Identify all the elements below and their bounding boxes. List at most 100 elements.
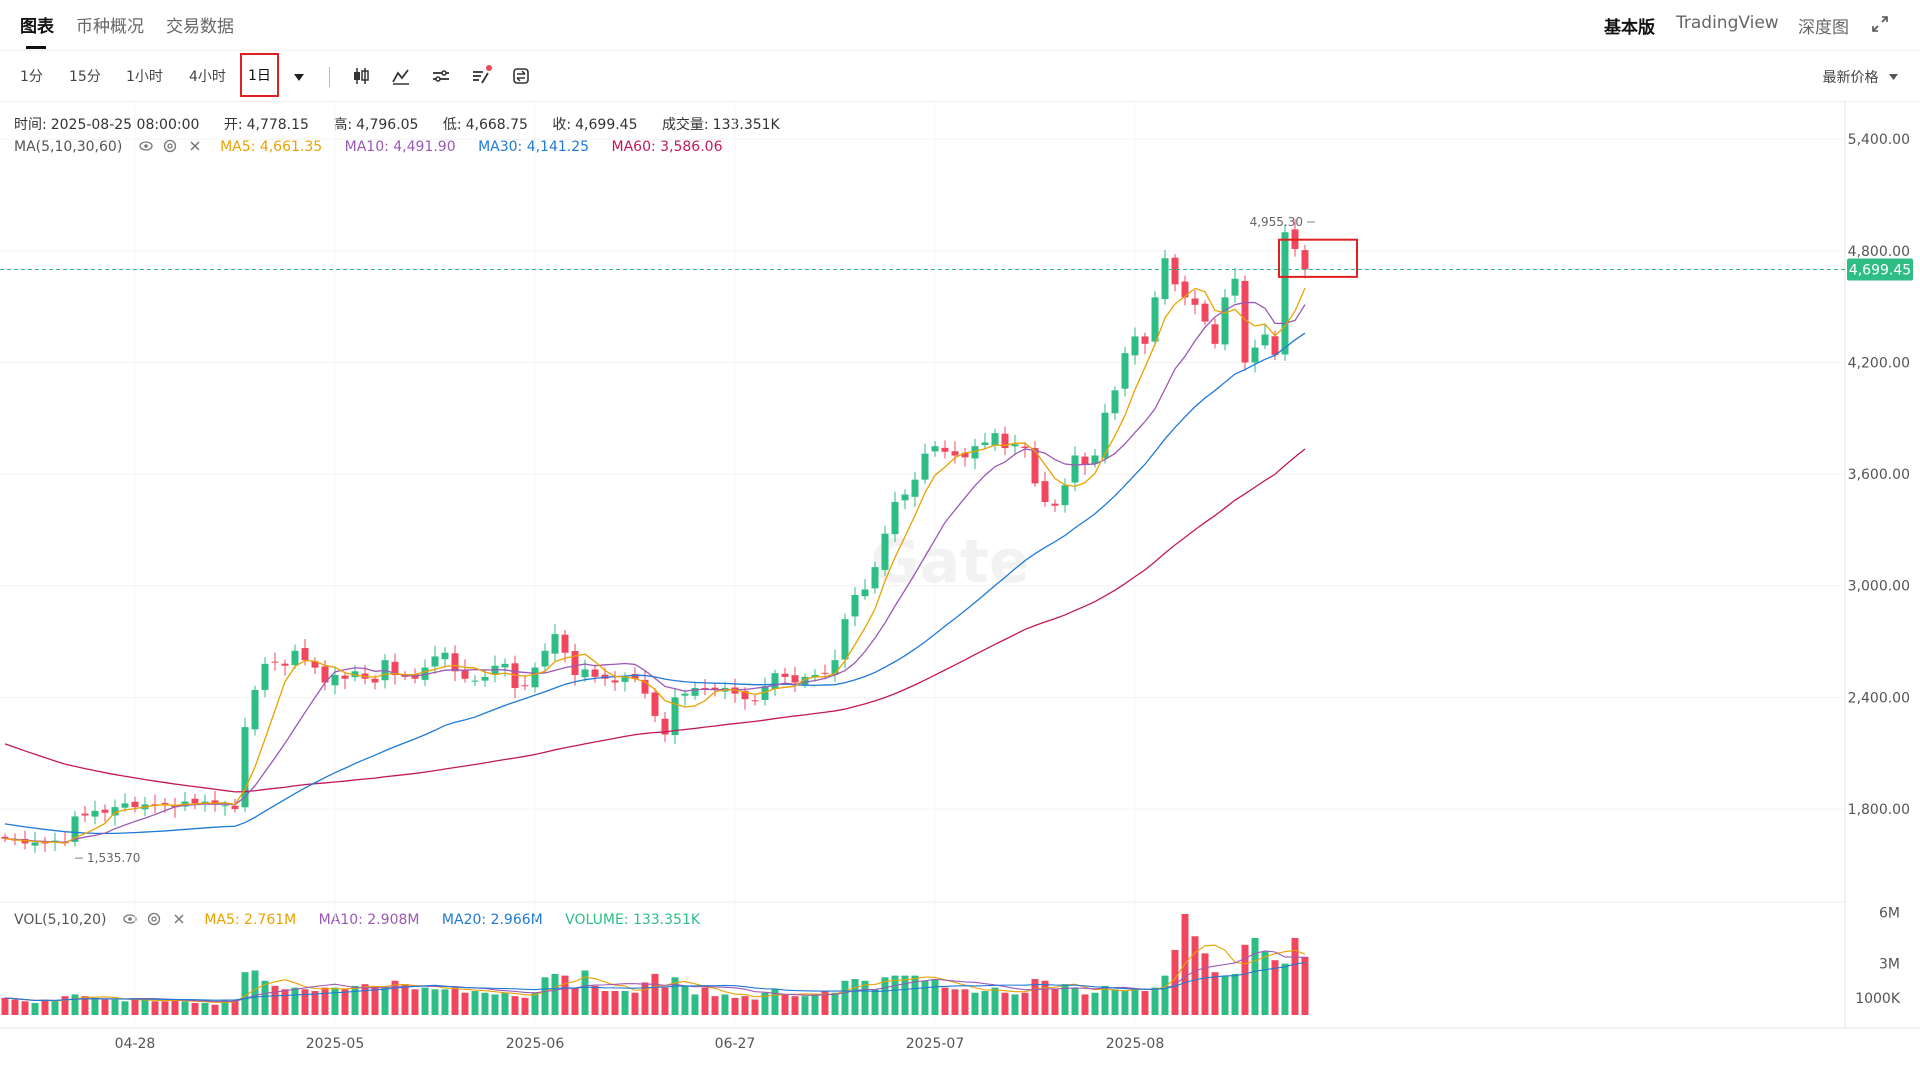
volume-bar <box>851 979 859 1015</box>
volume-value: 133.351K <box>712 117 780 133</box>
candle-body <box>51 840 59 842</box>
candle-body <box>961 452 969 458</box>
volume-ma10-line <box>4 950 1306 1003</box>
volume-bar <box>691 994 699 1015</box>
ma10-value: MA10: 4,491.90 <box>344 139 456 155</box>
candle-body <box>1051 503 1059 506</box>
close-icon[interactable] <box>172 912 186 926</box>
settings-icon[interactable] <box>430 65 452 87</box>
price-tick-label: 1,800.00 <box>1848 802 1910 818</box>
time-value: 2025-08-25 08:00:00 <box>50 117 200 133</box>
volume-bar <box>1301 956 1309 1015</box>
volume-bar <box>651 973 659 1015</box>
volume-bar <box>281 989 289 1015</box>
gear-icon[interactable] <box>163 139 177 153</box>
candle-body <box>471 680 479 682</box>
candle-body <box>1231 278 1239 296</box>
ma60-value: MA60: 3,586.06 <box>611 139 723 155</box>
volume-bar <box>61 996 69 1015</box>
volume-bar <box>511 996 519 1015</box>
ma30-line <box>4 332 1306 834</box>
candle-body <box>91 810 99 817</box>
volume-bar <box>921 980 929 1015</box>
close-value: 4,699.45 <box>575 117 638 133</box>
candle-body <box>531 667 539 688</box>
volume-bar <box>411 989 419 1015</box>
time-label: 时间: <box>14 117 47 133</box>
price-type-select[interactable]: 最新价格 <box>1823 67 1898 87</box>
volume-bar <box>491 994 499 1015</box>
candle-body <box>211 800 219 804</box>
volume-bar <box>561 975 569 1015</box>
max-price-label: 4,955.30 <box>1250 215 1303 229</box>
volume-bar <box>991 987 999 1015</box>
candle-body <box>551 634 559 654</box>
candle-body <box>281 663 289 666</box>
candle-body <box>1081 456 1089 465</box>
interval-15m[interactable]: 15分 <box>69 69 101 85</box>
candle-body <box>1171 257 1179 285</box>
volume-bar <box>1211 972 1219 1015</box>
interval-1h[interactable]: 1小时 <box>126 69 163 85</box>
close-icon[interactable] <box>188 139 202 153</box>
tab-coin-overview[interactable]: 币种概况 <box>76 17 144 37</box>
candle-body <box>891 502 899 535</box>
price-chart[interactable]: 5,400.00 4,800.00 4,200.00 3,600.00 3,000.00… <box>0 102 1920 1080</box>
candle-body <box>781 673 789 677</box>
tab-trade-data[interactable]: 交易数据 <box>166 17 234 37</box>
candle-body <box>351 671 359 678</box>
candle-body <box>241 727 249 808</box>
tab-basic[interactable]: 基本版 <box>1604 18 1655 38</box>
candle-body <box>1021 446 1029 449</box>
tab-tradingview[interactable]: TradingView <box>1676 13 1779 33</box>
volume-bar <box>1111 989 1119 1015</box>
candle-body <box>771 673 779 689</box>
candle-body <box>561 634 569 653</box>
indicator-icon[interactable] <box>390 65 412 87</box>
volume-bar <box>251 970 259 1015</box>
ma10-line <box>4 301 1306 843</box>
candle-body <box>261 663 269 690</box>
candle-body <box>301 648 309 661</box>
candle-body <box>1191 298 1199 305</box>
volume-bar <box>381 987 389 1015</box>
volume-bar <box>1031 979 1039 1015</box>
gear-icon[interactable] <box>147 912 161 926</box>
tab-chart[interactable]: 图表 <box>20 17 54 37</box>
volume-bar <box>211 1004 219 1015</box>
candle-body <box>1111 390 1119 414</box>
volume-bar <box>121 1001 129 1015</box>
volume-bar <box>881 977 889 1015</box>
time-tick-label: 2025-08 <box>1106 1036 1165 1052</box>
active-tab-indicator <box>26 46 46 49</box>
drawing-icon[interactable] <box>470 65 492 87</box>
candle-body <box>431 656 439 667</box>
interval-1d[interactable]: 1日 <box>240 53 279 97</box>
price-tick-label: 3,000.00 <box>1848 579 1910 595</box>
interval-4h[interactable]: 4小时 <box>189 69 226 85</box>
candle-body <box>1211 324 1219 344</box>
volume-bar <box>131 999 139 1015</box>
volume-tick-label: 6M <box>1879 905 1900 921</box>
tab-depth-chart[interactable]: 深度图 <box>1798 18 1849 38</box>
chevron-down-icon[interactable] <box>293 72 305 82</box>
candle-body <box>451 653 459 672</box>
candle-body <box>1251 347 1259 363</box>
swap-icon[interactable] <box>510 65 532 87</box>
volume-bar <box>191 1003 199 1015</box>
eye-icon[interactable] <box>139 139 153 153</box>
eye-icon[interactable] <box>123 912 137 926</box>
volume-bar <box>1201 953 1209 1015</box>
candle-body <box>591 669 599 677</box>
ma-legend: MA(5,10,30,60) MA5: 4,661.35 MA10: 4,491… <box>14 139 740 155</box>
high-label: 高: <box>333 117 353 133</box>
volume-bar <box>371 985 379 1015</box>
fullscreen-icon[interactable] <box>1872 16 1888 32</box>
volume-bar <box>1261 951 1269 1015</box>
candlestick-icon[interactable] <box>350 65 372 87</box>
candle-body <box>1061 485 1069 506</box>
volume-bar <box>111 999 119 1015</box>
candle-body <box>831 660 839 675</box>
volume-bar <box>461 992 469 1015</box>
interval-1m[interactable]: 1分 <box>20 69 43 85</box>
